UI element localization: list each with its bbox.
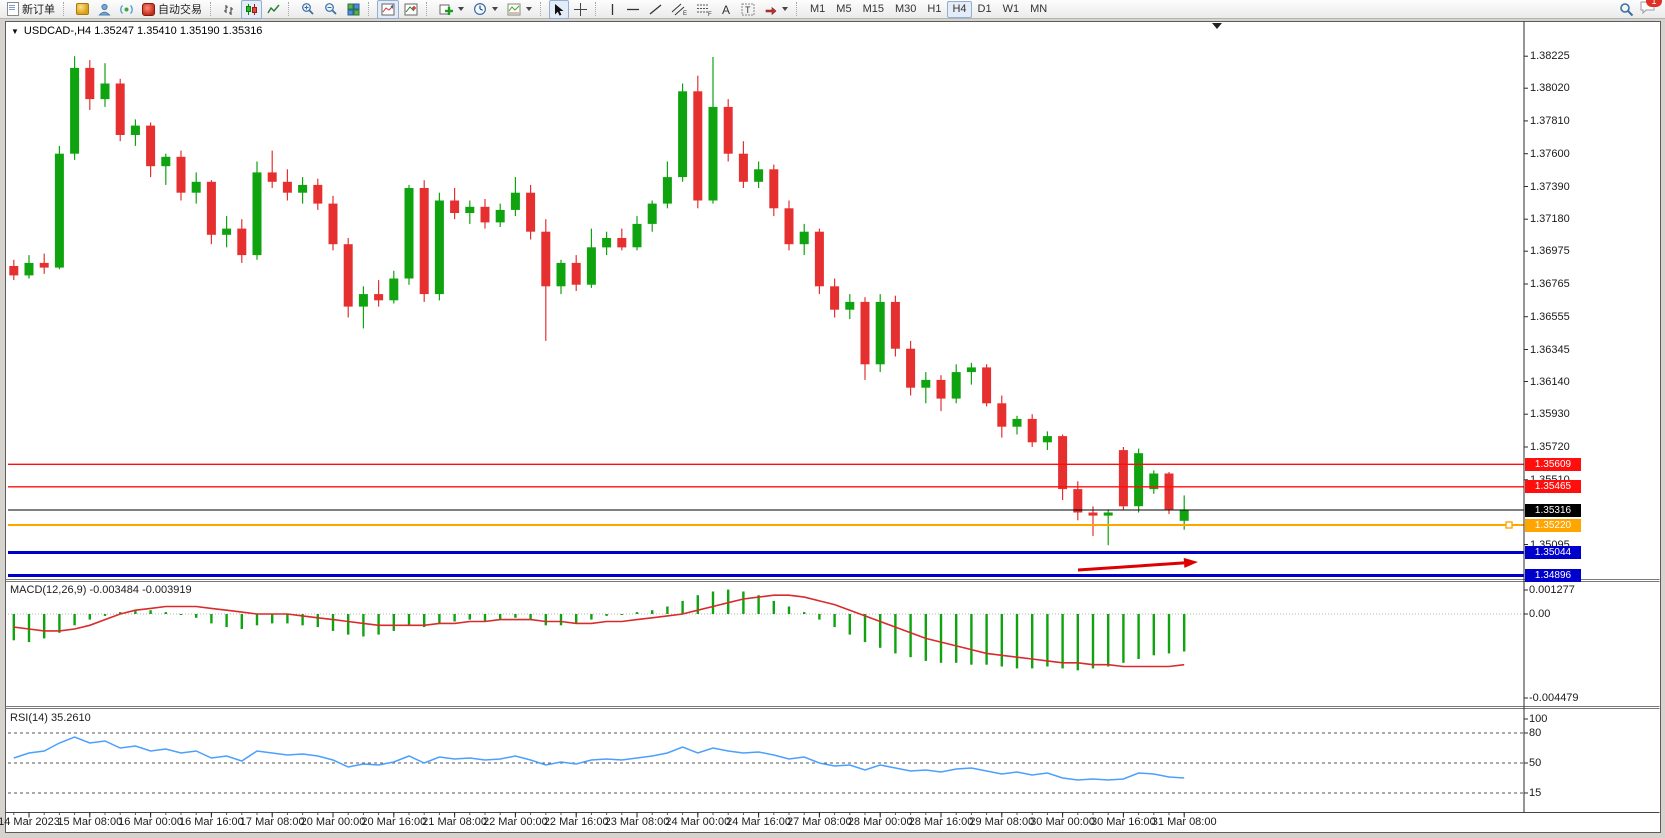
timeframe-m15-button[interactable]: M15	[862, 3, 884, 15]
new-order-button[interactable]: 新订单	[3, 0, 59, 19]
svg-text:A: A	[722, 3, 730, 16]
tile-windows-icon	[347, 3, 360, 15]
cursor-icon	[555, 3, 564, 16]
market-watch-button[interactable]	[72, 0, 93, 19]
crosshair-icon	[574, 2, 587, 16]
rsi-line	[13, 736, 1185, 781]
timeframe-h1-button[interactable]: H1	[927, 3, 942, 15]
macd-signal-line	[13, 594, 1185, 668]
timeframe-mn-button[interactable]: MN	[1030, 3, 1048, 15]
chevron-down-icon	[458, 7, 464, 11]
line-chart-icon	[267, 4, 280, 13]
chevron-down-icon	[782, 7, 788, 11]
chart-title-text: USDCAD-,H4 1.35247 1.35410 1.35190 1.353…	[23, 25, 263, 37]
line-chart-mode-button[interactable]	[263, 0, 284, 19]
text-label-tool-button[interactable]: T	[737, 0, 759, 19]
indicator-add-icon	[404, 3, 418, 15]
toolbar-separator	[540, 2, 545, 16]
chart-shift-marker[interactable]	[1212, 23, 1222, 29]
toolbar-separator	[595, 2, 600, 16]
timeframe-w1-button[interactable]: W1	[1002, 3, 1020, 15]
horizontal-line-icon	[627, 8, 639, 10]
text-tool-button[interactable]: A	[717, 0, 736, 19]
community-button[interactable]	[94, 0, 115, 19]
timeframe-m5-button[interactable]: M5	[836, 3, 852, 15]
toolbar-separator	[368, 2, 373, 16]
fibonacci-icon: F	[697, 4, 712, 16]
toolbar-separator	[796, 2, 801, 16]
auto-trading-button[interactable]: 自动交易	[138, 0, 206, 19]
vertical-line-icon	[611, 3, 614, 15]
text-label-icon: T	[741, 3, 755, 15]
new-chart-icon	[439, 4, 453, 15]
vertical-line-tool-button[interactable]	[604, 0, 621, 19]
bar-chart-icon	[224, 4, 233, 15]
signal-icon	[120, 4, 133, 14]
new-order-label: 新订单	[22, 4, 55, 16]
chevron-down-icon	[526, 7, 532, 11]
zoom-in-button[interactable]	[297, 0, 319, 19]
chart-window	[5, 21, 1661, 833]
trendline-tool-button[interactable]	[645, 0, 666, 19]
auto-trading-label: 自动交易	[158, 4, 202, 16]
signals-button[interactable]	[116, 0, 137, 19]
toolbar-separator	[426, 2, 431, 16]
auto-trading-icon	[142, 2, 155, 16]
fibonacci-tool-button[interactable]: F	[692, 0, 716, 19]
zoom-out-icon	[325, 3, 337, 15]
horizontal-line-tool-button[interactable]	[622, 0, 644, 19]
order-ticket-icon	[7, 2, 19, 16]
timeframe-d1-button[interactable]: D1	[977, 3, 992, 15]
cursor-tool-button[interactable]	[549, 0, 569, 19]
arrow-shapes-icon	[765, 6, 777, 15]
crosshair-tool-button[interactable]	[570, 0, 591, 19]
person-icon	[98, 3, 111, 15]
gold-widget-icon	[76, 3, 89, 15]
trend-arrow-annotation[interactable]	[1077, 557, 1198, 572]
timeframe-h4-button[interactable]: H4	[947, 0, 972, 18]
indicator-list-button[interactable]	[400, 0, 422, 19]
toolbar-separator	[210, 2, 215, 16]
period-button[interactable]	[469, 0, 502, 19]
indicator-window-button[interactable]	[377, 0, 399, 19]
channel-tool-button[interactable]: E	[667, 0, 691, 19]
candles	[9, 56, 1189, 546]
zoom-in-icon	[302, 3, 314, 15]
main-toolbar: 新订单 自动交易	[0, 0, 1665, 19]
chat-button[interactable]: 1	[1640, 0, 1662, 19]
svg-text:E: E	[683, 11, 687, 16]
macd-histogram	[12, 589, 1186, 671]
time-axis-ticks	[13, 812, 1185, 818]
candlestick-mode-button[interactable]	[241, 0, 262, 19]
indicator-pane-icon	[381, 3, 395, 15]
timeframe-m30-button[interactable]: M30	[894, 3, 917, 15]
text-icon: A	[722, 3, 730, 16]
svg-text:T: T	[745, 5, 751, 15]
trendline-icon	[649, 3, 662, 15]
toolbar-separator	[288, 2, 293, 16]
chevron-down-icon	[492, 7, 498, 11]
chart-title: ▼ USDCAD-,H4 1.35247 1.35410 1.35190 1.3…	[11, 25, 262, 37]
toolbar-separator	[63, 2, 68, 16]
template-icon	[507, 3, 521, 15]
chat-badge: 1	[1646, 0, 1662, 7]
new-chart-button[interactable]	[435, 0, 468, 19]
clock-icon	[473, 2, 487, 16]
collapse-triangle-icon[interactable]: ▼	[11, 26, 19, 36]
template-button[interactable]	[503, 0, 536, 19]
bar-chart-mode-button[interactable]	[219, 0, 240, 19]
candlestick-icon	[246, 3, 257, 15]
equidistant-channel-icon: E	[671, 3, 687, 16]
level-drag-handle[interactable]	[1505, 521, 1513, 529]
zoom-out-button[interactable]	[320, 0, 342, 19]
arrows-tool-button[interactable]	[760, 0, 792, 19]
tile-windows-button[interactable]	[343, 0, 364, 19]
svg-text:F: F	[708, 12, 712, 16]
timeframe-m1-button[interactable]: M1	[810, 3, 826, 15]
pane-separator[interactable]	[5, 579, 1660, 813]
search-icon[interactable]	[1619, 2, 1634, 17]
